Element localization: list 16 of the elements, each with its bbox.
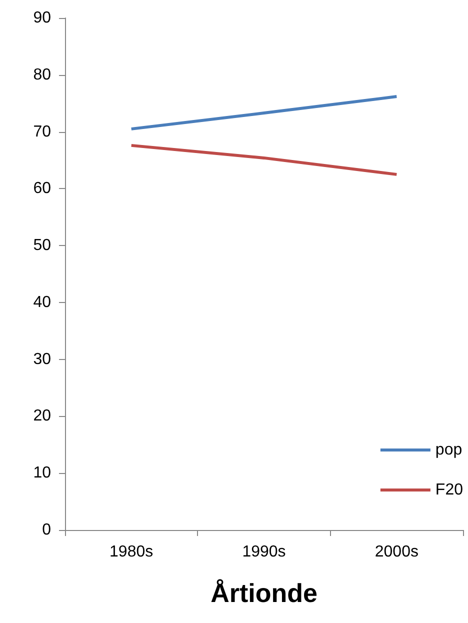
legend-label: pop (435, 442, 462, 458)
x-tick-label: 1990s (242, 544, 286, 560)
y-tick-label: 80 (33, 66, 52, 84)
y-tick-label: 0 (42, 522, 52, 538)
y-tick-label: 50 (33, 237, 52, 254)
y-tick-label: 10 (33, 464, 52, 482)
x-tick-label: 2000s (374, 544, 418, 560)
x-tick-label: 1980s (110, 544, 154, 560)
y-tick-label: 20 (33, 408, 52, 425)
legend-label: F20 (435, 482, 464, 498)
y-tick-label: 30 (33, 350, 52, 368)
y-tick-label: 90 (33, 10, 52, 26)
x-axis-title: Årtionde (210, 578, 318, 608)
y-tick-label: 40 (33, 294, 52, 311)
y-tick-label: 60 (33, 180, 52, 198)
y-tick-label: 70 (33, 123, 52, 140)
